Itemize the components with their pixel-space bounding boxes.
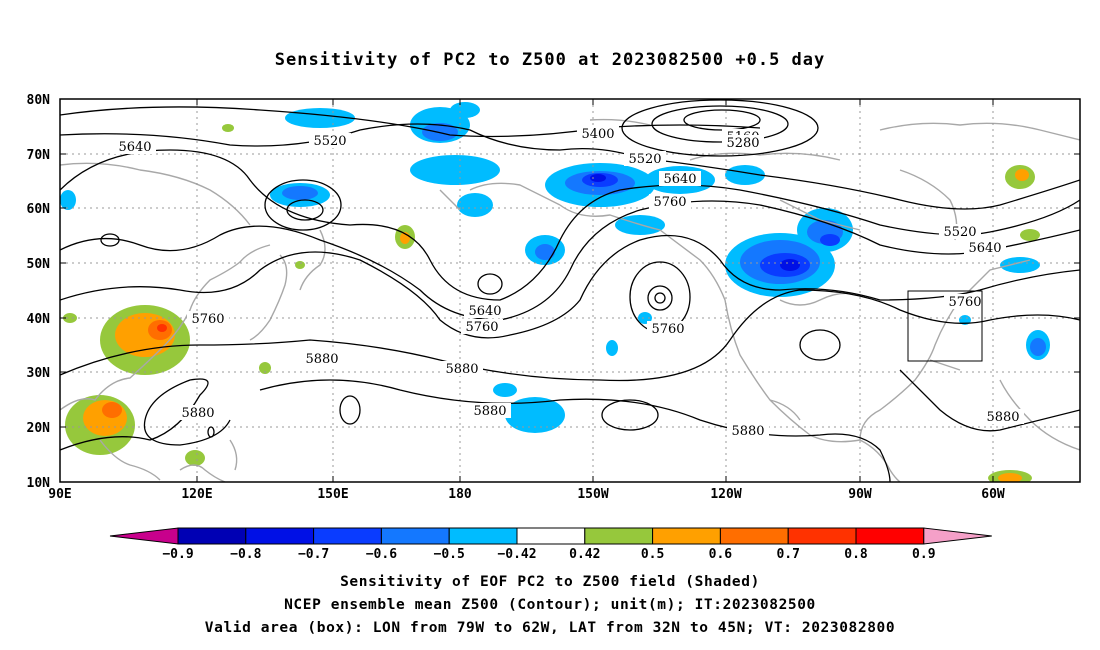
axis-ticks bbox=[59, 98, 1080, 483]
lon-label: 180 bbox=[448, 487, 472, 502]
valid-area-box bbox=[907, 290, 983, 362]
colorbar-label: −0.6 bbox=[366, 547, 397, 562]
contour-label: 5520 bbox=[628, 152, 661, 167]
contour-label: 5880 bbox=[445, 362, 478, 377]
contour-label: 5880 bbox=[305, 352, 338, 367]
contour-label-bg bbox=[944, 294, 986, 309]
lon-label: 120E bbox=[181, 487, 212, 502]
colorbar-bin bbox=[245, 527, 315, 545]
contour-label: 5760 bbox=[651, 322, 684, 337]
lon-label: 120W bbox=[710, 487, 741, 502]
colorbar-bin bbox=[855, 527, 925, 545]
colorbar: −0.9 −0.8 −0.7 −0.6 −0.5 −0.42 0.42 0.5 0.6 0.7 0.… bbox=[109, 527, 992, 562]
contour-label: 5520 bbox=[943, 225, 976, 240]
colorbar-triangle-left bbox=[109, 527, 179, 545]
lon-label: 60W bbox=[981, 487, 1005, 502]
contour-label: 5760 bbox=[191, 312, 224, 327]
contour-label: 5400 bbox=[581, 127, 614, 142]
figure-title: Sensitivity of PC2 to Z500 at 2023082500… bbox=[274, 50, 826, 70]
contour-label: 5760 bbox=[653, 195, 686, 210]
contour-label-bg bbox=[649, 194, 691, 209]
contour-label-bg bbox=[659, 171, 701, 186]
contour-label-bg bbox=[177, 405, 219, 420]
colorbar-label: 0.9 bbox=[912, 547, 935, 562]
lat-label: 60N bbox=[27, 202, 51, 217]
colorbar-bin bbox=[313, 527, 382, 545]
lat-label: 40N bbox=[27, 312, 51, 327]
contour-label-bg bbox=[187, 311, 229, 326]
contour-label-bg bbox=[624, 151, 666, 166]
colorbar-bin bbox=[787, 527, 857, 545]
contour-label-bg bbox=[939, 224, 981, 239]
colorbar-bin bbox=[380, 527, 450, 545]
colorbar-label: −0.9 bbox=[162, 547, 193, 562]
contour-label-bg bbox=[982, 409, 1024, 424]
colorbar-label: 0.8 bbox=[844, 547, 868, 562]
colorbar-bin bbox=[448, 527, 518, 545]
lat-label: 30N bbox=[27, 366, 51, 381]
z500-contours bbox=[60, 99, 1080, 482]
colorbar-label: 0.42 bbox=[569, 547, 600, 562]
contour-label-bg bbox=[577, 126, 619, 141]
colorbar-label: 0.6 bbox=[709, 547, 733, 562]
colorbar-label: −0.8 bbox=[230, 547, 261, 562]
contour-label: 5880 bbox=[181, 406, 214, 421]
contour-label: 5640 bbox=[468, 304, 501, 319]
caption-line-1: Sensitivity of EOF PC2 to Z500 field (Sh… bbox=[340, 574, 760, 590]
contour-label: 5880 bbox=[986, 410, 1019, 425]
contour-label-bg bbox=[727, 423, 769, 438]
colorbar-bin bbox=[719, 527, 789, 545]
contour-label-bg bbox=[722, 135, 764, 150]
contour-label-bg bbox=[301, 351, 343, 366]
longitude-labels: 90E 120E 150E 180 150W 120W 90W 60W bbox=[48, 487, 1005, 502]
contour-label-bg bbox=[461, 319, 503, 334]
contour-label-bg bbox=[647, 321, 689, 336]
contour-label: 5880 bbox=[731, 424, 764, 439]
colorbar-bin bbox=[652, 527, 721, 545]
lat-label: 70N bbox=[27, 148, 51, 163]
lon-label: 150E bbox=[317, 487, 348, 502]
lon-label: 150W bbox=[577, 487, 608, 502]
contour-label-bg bbox=[441, 361, 483, 376]
caption-line-3: Valid area (box): LON from 79W to 62W, L… bbox=[204, 620, 896, 636]
latitude-labels: 80N 70N 60N 50N 40N 30N 20N 10N bbox=[27, 93, 51, 491]
colorbar-bin bbox=[516, 527, 586, 545]
contour-label: 5760 bbox=[465, 320, 498, 335]
contour-labels: 5160528054005520552055205640564056405640… bbox=[114, 126, 1024, 439]
contour-label: 5640 bbox=[663, 172, 696, 187]
contour-label-bg bbox=[469, 403, 511, 418]
contour-label-bg bbox=[309, 133, 351, 148]
colorbar-label: −0.5 bbox=[434, 547, 465, 562]
colorbar-triangle-right bbox=[923, 527, 992, 545]
lon-label: 90W bbox=[848, 487, 872, 502]
lat-label: 50N bbox=[27, 257, 51, 272]
contour-label-bg bbox=[964, 240, 1006, 255]
lat-label: 10N bbox=[27, 476, 51, 491]
colorbar-bin bbox=[584, 527, 654, 545]
map-frame bbox=[59, 98, 1081, 483]
colorbar-bin bbox=[177, 527, 247, 545]
colorbar-label: −0.7 bbox=[298, 547, 329, 562]
contour-label: 5640 bbox=[118, 140, 151, 155]
colorbar-label: 0.5 bbox=[641, 547, 664, 562]
lat-label: 80N bbox=[27, 93, 51, 108]
caption-line-2: NCEP ensemble mean Z500 (Contour); unit(… bbox=[284, 597, 816, 613]
colorbar-label: 0.7 bbox=[776, 547, 799, 562]
lat-label: 20N bbox=[27, 421, 51, 436]
contour-label-bg bbox=[464, 303, 506, 318]
lon-label: 90E bbox=[48, 487, 71, 502]
contour-label: 5280 bbox=[726, 136, 759, 151]
coastlines bbox=[60, 118, 1080, 482]
contour-label: 5520 bbox=[313, 134, 346, 149]
contour-label: 5640 bbox=[968, 241, 1001, 256]
contour-label-bg bbox=[114, 139, 156, 154]
contour-label: 5760 bbox=[948, 295, 981, 310]
colorbar-label: −0.42 bbox=[497, 547, 536, 562]
contour-label: 5880 bbox=[473, 404, 506, 419]
